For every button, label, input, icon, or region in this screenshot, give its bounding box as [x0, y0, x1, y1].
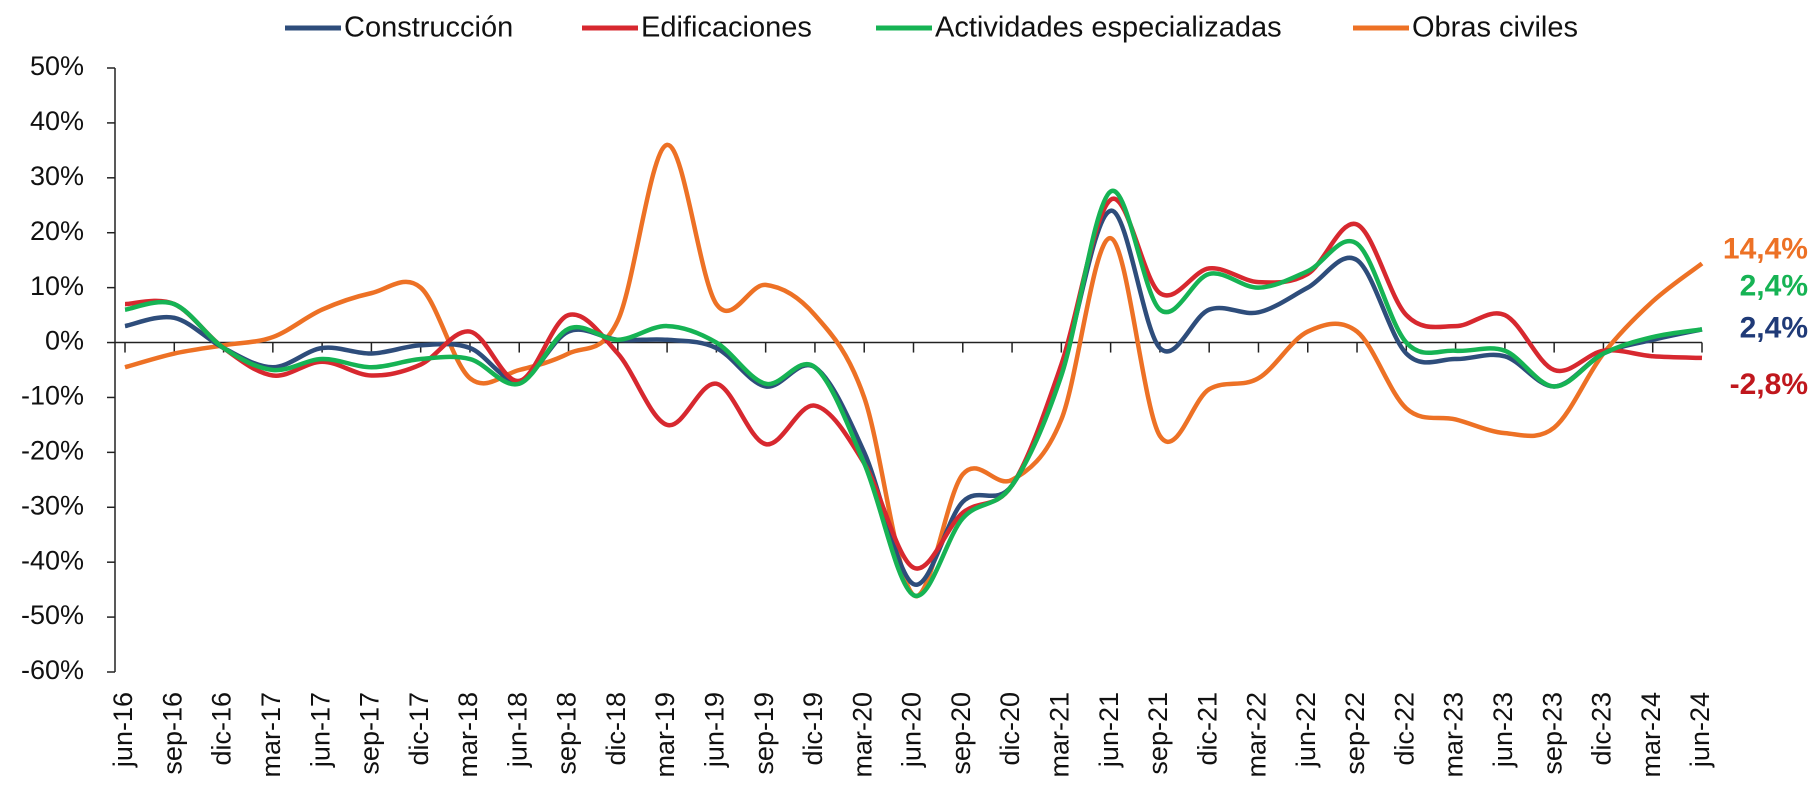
- y-tick-label: 10%: [30, 271, 84, 301]
- legend-text: Edificaciones: [641, 12, 812, 44]
- legend-text: Construcción: [344, 12, 513, 44]
- x-tick-label: jun-22: [1291, 692, 1321, 768]
- legend-item: Obras civiles: [1353, 12, 1578, 44]
- x-tick-label: jun-18: [502, 692, 532, 768]
- x-tick-label: dic-22: [1389, 692, 1419, 766]
- x-tick-label: dic-19: [798, 692, 828, 766]
- series-line: [124, 196, 1703, 571]
- legend-item: Actividades especializadas: [876, 12, 1282, 44]
- x-tick-label: sep-17: [355, 692, 385, 775]
- end-label: -2,8%: [1730, 368, 1808, 401]
- y-tick-label: 20%: [30, 216, 84, 246]
- x-tick-label: jun-21: [1094, 692, 1124, 768]
- y-tick-label: -60%: [21, 655, 84, 685]
- x-tick-label: jun-23: [1488, 692, 1518, 768]
- x-tick-label: sep-16: [157, 692, 187, 775]
- legend-text: Actividades especializadas: [935, 12, 1282, 44]
- y-tick-label: -40%: [21, 545, 84, 575]
- series-line: [124, 208, 1703, 587]
- end-label: 14,4%: [1723, 232, 1808, 265]
- x-tick-label: dic-21: [1192, 692, 1222, 766]
- x-tick-label: jun-16: [108, 692, 138, 768]
- y-tick-label: 0%: [45, 326, 84, 356]
- x-tick-label: mar-21: [1044, 692, 1074, 778]
- x-tick-label: dic-17: [404, 692, 434, 766]
- x-tick-label: sep-20: [946, 692, 976, 775]
- x-tick-label: jun-24: [1685, 692, 1715, 768]
- end-label: 2,4%: [1740, 311, 1808, 344]
- x-tick-label: jun-17: [305, 692, 335, 768]
- x-tick-label: mar-24: [1636, 692, 1666, 778]
- y-tick-label: 40%: [30, 106, 84, 136]
- x-tick-label: sep-19: [749, 692, 779, 775]
- x-tick-label: mar-17: [256, 692, 286, 778]
- y-tick-label: 30%: [30, 161, 84, 191]
- x-tick-label: jun-19: [700, 692, 730, 768]
- x-tick-label: sep-23: [1537, 692, 1567, 775]
- legend-item: Edificaciones: [582, 12, 812, 44]
- y-tick-label: -50%: [21, 600, 84, 630]
- end-label: 2,4%: [1740, 269, 1808, 302]
- x-tick-label: jun-20: [897, 692, 927, 768]
- x-tick-label: mar-23: [1439, 692, 1469, 778]
- x-tick-label: sep-22: [1340, 692, 1370, 775]
- y-tick-label: -30%: [21, 490, 84, 520]
- x-tick-label: dic-16: [207, 692, 237, 766]
- x-tick-label: mar-18: [453, 692, 483, 778]
- series-line: [124, 142, 1704, 599]
- x-tick-label: mar-19: [650, 692, 680, 778]
- y-tick-label: -20%: [21, 435, 84, 465]
- x-tick-label: mar-20: [847, 692, 877, 778]
- legend-item: Construcción: [285, 12, 513, 44]
- y-tick-label: -10%: [21, 381, 84, 411]
- x-tick-label: dic-23: [1587, 692, 1617, 766]
- x-tick-label: dic-18: [601, 692, 631, 766]
- legend-text: Obras civiles: [1412, 12, 1578, 44]
- x-tick-label: mar-22: [1242, 692, 1272, 778]
- series-line: [124, 188, 1703, 599]
- x-tick-label: sep-21: [1143, 692, 1173, 775]
- y-tick-label: 50%: [30, 51, 84, 81]
- x-tick-label: dic-20: [995, 692, 1025, 766]
- x-tick-label: sep-18: [552, 692, 582, 775]
